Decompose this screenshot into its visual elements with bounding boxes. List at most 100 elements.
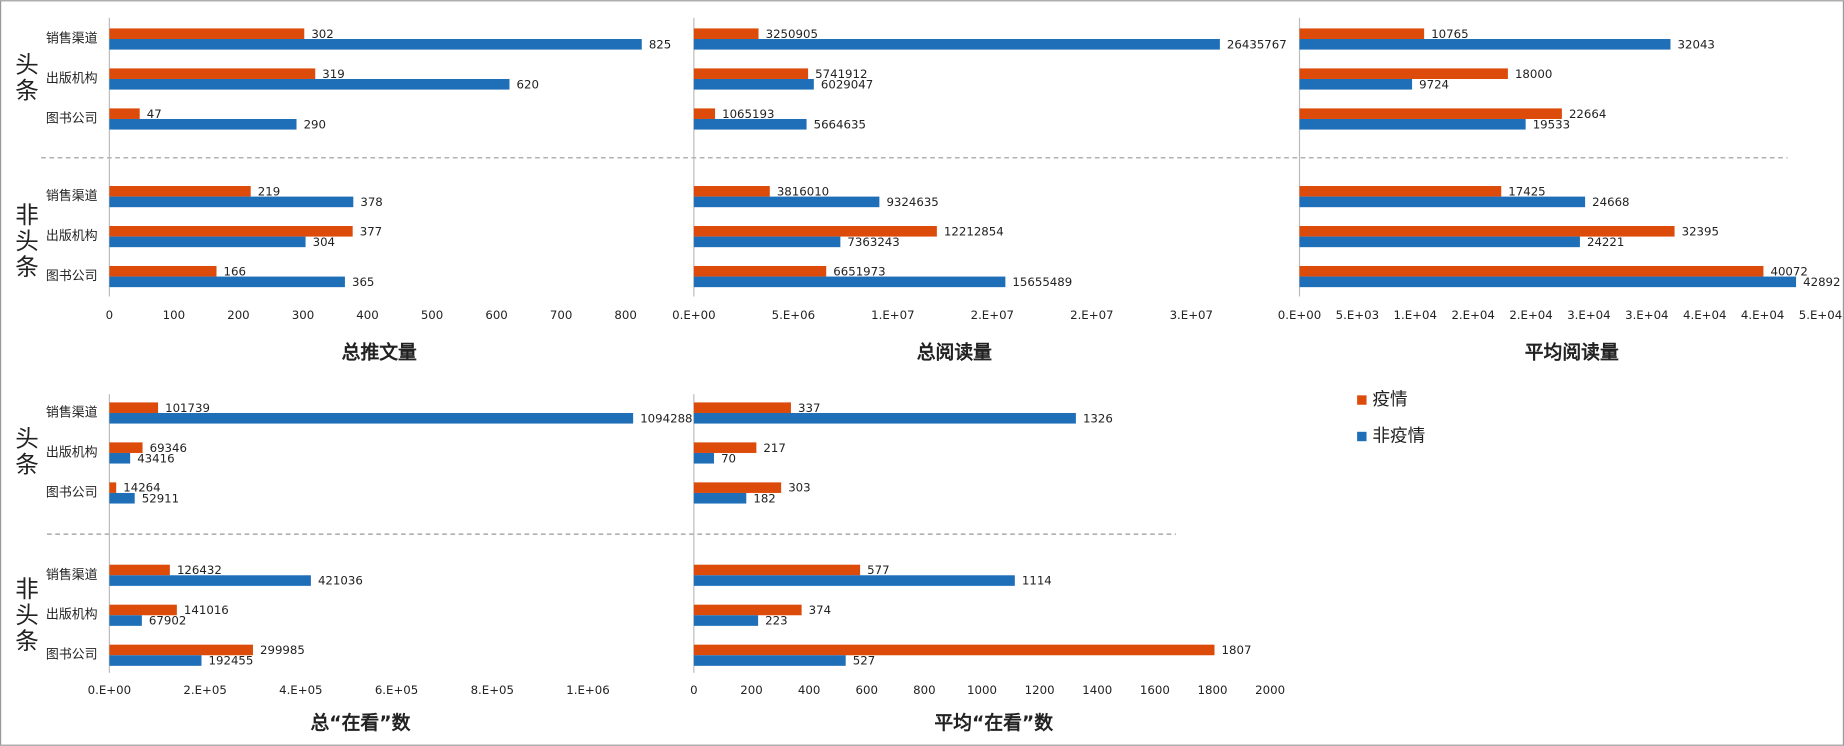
bar: [693, 196, 880, 208]
data-label: 1094288: [640, 411, 692, 425]
bar: [109, 186, 251, 197]
bar: [693, 276, 1006, 288]
bar: [693, 564, 861, 576]
bar: [109, 225, 353, 237]
bar: [109, 575, 311, 586]
bar: [109, 276, 345, 288]
legend-label: 疫情: [1372, 389, 1407, 410]
bar: [109, 118, 297, 130]
x-tick-label: 1600: [1140, 683, 1170, 697]
chart-title: 平均“在看”数: [934, 711, 1053, 734]
x-tick-label: 600: [485, 308, 507, 322]
x-tick-label: 2.E+04: [1451, 308, 1494, 322]
bar: [693, 575, 1015, 586]
data-label: 223: [765, 614, 787, 628]
data-label: 42892: [1803, 275, 1840, 289]
data-label: 32395: [1682, 224, 1719, 238]
data-label: 337: [798, 401, 820, 415]
data-label: 577: [867, 563, 889, 577]
x-tick-label: 6.E+05: [375, 683, 418, 697]
x-tick-label: 500: [421, 308, 443, 322]
data-label: 192455: [209, 654, 254, 668]
x-tick-label: 5.E+04: [1799, 308, 1842, 322]
data-label: 166: [224, 264, 246, 278]
x-tick-label: 300: [292, 308, 314, 322]
category-label: 销售渠道: [46, 404, 98, 420]
data-label: 9324635: [886, 195, 938, 209]
data-label: 1807: [1222, 643, 1252, 657]
data-label: 10765: [1431, 27, 1468, 41]
x-tick-label: 200: [227, 308, 249, 322]
chart-title: 总推文量: [342, 341, 417, 364]
x-tick-label: 4.E+05: [279, 683, 322, 697]
bar: [109, 402, 159, 413]
category-label: 销售渠道: [46, 567, 98, 583]
data-label: 40072: [1770, 264, 1807, 278]
data-label: 14264: [123, 481, 160, 495]
x-tick-label: 800: [614, 308, 636, 322]
data-label: 7363243: [847, 235, 899, 249]
bar: [1299, 78, 1413, 90]
bar: [109, 604, 177, 616]
bar: [1299, 108, 1562, 119]
group-label: 头条: [11, 52, 39, 104]
x-tick-label: 3.E+04: [1625, 308, 1668, 322]
bar: [109, 492, 135, 504]
data-label: 3250905: [766, 27, 818, 41]
data-label: 26435767: [1227, 37, 1287, 51]
x-tick-label: 2.E+07: [1070, 308, 1113, 322]
x-tick-label: 2.E+04: [1509, 308, 1552, 322]
data-label: 527: [853, 654, 875, 668]
data-label: 24668: [1592, 195, 1629, 209]
data-label: 302: [311, 27, 333, 41]
bar: [693, 604, 802, 616]
data-label: 378: [360, 195, 382, 209]
data-label: 365: [352, 275, 374, 289]
bar: [1299, 236, 1580, 248]
bar: [693, 108, 716, 119]
bar: [693, 452, 715, 464]
x-tick-label: 400: [356, 308, 378, 322]
bar: [109, 442, 143, 453]
data-label: 217: [763, 441, 785, 455]
x-tick-label: 0: [690, 683, 697, 697]
bar: [109, 482, 117, 493]
bar: [1299, 276, 1797, 288]
x-tick-label: 1.E+06: [566, 683, 609, 697]
data-label: 1114: [1022, 574, 1052, 588]
data-label: 377: [360, 224, 382, 238]
x-tick-label: 5.E+06: [772, 308, 815, 322]
bar: [109, 68, 316, 79]
bar: [693, 265, 827, 277]
bar: [109, 196, 354, 208]
data-label: 141016: [184, 603, 229, 617]
bar: [1299, 196, 1586, 208]
data-label: 6651973: [833, 264, 885, 278]
bar: [109, 564, 170, 576]
x-tick-label: 1.E+04: [1394, 308, 1437, 322]
x-tick-label: 8.E+05: [471, 683, 514, 697]
data-label: 1065193: [722, 107, 774, 121]
bar: [1299, 265, 1764, 277]
bar: [693, 39, 1220, 50]
x-tick-label: 3.E+07: [1170, 308, 1213, 322]
data-label: 182: [753, 491, 775, 505]
bar: [693, 412, 1076, 424]
data-label: 304: [313, 235, 335, 249]
data-label: 18000: [1515, 67, 1552, 81]
data-label: 319: [322, 67, 344, 81]
bar: [1299, 39, 1671, 50]
bar: [1299, 186, 1502, 197]
bar: [693, 492, 747, 504]
group-label: 头条: [11, 426, 39, 478]
category-label: 销售渠道: [46, 188, 98, 204]
data-label: 421036: [318, 574, 363, 588]
data-label: 22664: [1569, 107, 1606, 121]
data-label: 290: [304, 117, 326, 131]
x-tick-label: 1200: [1025, 683, 1055, 697]
data-label: 620: [517, 77, 539, 91]
chart-title: 平均阅读量: [1525, 341, 1619, 364]
data-label: 52911: [142, 491, 179, 505]
bar: [109, 452, 131, 464]
